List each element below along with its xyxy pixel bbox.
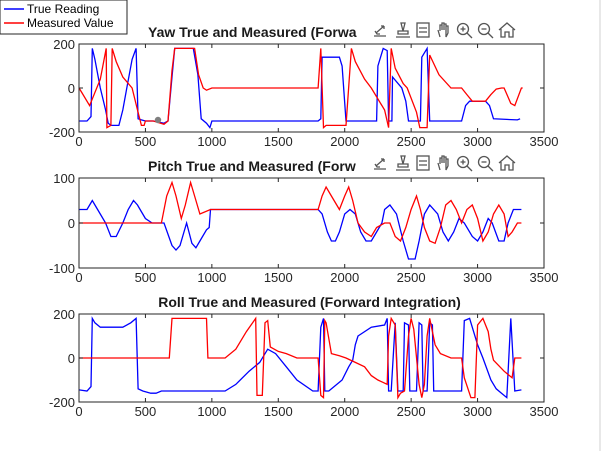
pitch-y-tick-label: 0 [68,216,75,231]
home-glyph [498,22,516,38]
roll-x-tick-label: 2500 [397,404,426,419]
yaw-title: Yaw True and Measured (Forwa [148,24,357,40]
export-glyph [374,158,386,170]
yaw-zoom-in-icon[interactable] [456,22,473,39]
lens-handle [466,165,473,172]
legend-label-true-reading: True Reading [27,2,99,16]
yaw-data-tip-icon[interactable] [416,22,430,38]
yaw-zoom-out-icon[interactable] [477,22,494,39]
hand-glyph [437,155,449,171]
yaw-x-tick-label: 2500 [397,134,426,149]
datatip-glyph [416,155,430,171]
pitch-series-measured-value [79,179,522,245]
yaw-y-tick-label: -200 [49,125,75,140]
lens-handle [487,32,494,39]
yaw-series-true-reading [79,46,521,129]
roll-x-tick-label: 1500 [264,404,293,419]
pitch-brush-icon[interactable] [396,155,410,171]
roll-y-tick-label: -200 [49,395,75,410]
roll-x-tick-label: 500 [135,404,157,419]
pitch-x-tick-label: 1000 [197,270,226,285]
export-glyph-2 [374,30,380,35]
lens-glyph [477,22,491,36]
yaw-x-tick-label: 2000 [330,134,359,149]
pitch-pan-hand-icon[interactable] [437,155,449,171]
brush-glyph [396,22,410,38]
lens-sign [460,159,466,165]
roll-x-tick-label: 0 [75,404,82,419]
roll-y-tick-label: 200 [53,307,75,322]
pitch-home-icon[interactable] [498,155,516,171]
yaw-x-tick-label: 3500 [530,134,559,149]
pitch-series-true-reading [79,199,522,260]
yaw-x-tick-label: 1500 [264,134,293,149]
pitch-axes[interactable]: 0 500 1000 1500 2000 2500 3000 3500-1000100Pitc… [49,158,558,285]
yaw-x-tick-label: 3000 [463,134,492,149]
roll-x-tick-label: 2000 [330,404,359,419]
yaw-y-tick-label: 200 [53,37,75,52]
lens-sign [460,26,466,32]
lens-handle [487,165,494,172]
yaw-x-tick-label: 0 [75,134,82,149]
pitch-x-tick-label: 3000 [463,270,492,285]
datatip-marker[interactable] [154,116,162,124]
yaw-export-icon[interactable] [374,25,386,37]
pitch-x-tick-label: 0 [75,270,82,285]
yaw-x-tick-label: 1000 [197,134,226,149]
roll-title: Roll True and Measured (Forward Integrat… [158,294,461,310]
roll-y-tick-label: 0 [68,351,75,366]
yaw-home-icon[interactable] [498,22,516,38]
yaw-axes-toolbar[interactable] [374,22,516,39]
pitch-x-tick-label: 3500 [530,270,559,285]
yaw-axes[interactable]: 0 500 1000 1500 2000 2500 3000 3500-2000200Yaw … [49,24,558,149]
pitch-x-tick-label: 1500 [264,270,293,285]
pitch-export-icon[interactable] [374,158,386,170]
pitch-y-tick-label: -100 [49,261,75,276]
yaw-pan-hand-icon[interactable] [437,22,449,38]
lens-handle [466,32,473,39]
yaw-brush-icon[interactable] [396,22,410,38]
roll-x-tick-label: 1000 [197,404,226,419]
pitch-zoom-in-icon[interactable] [456,155,473,172]
export-glyph [374,25,386,37]
roll-x-tick-label: 3000 [463,404,492,419]
lens-glyph [477,155,491,169]
pitch-x-tick-label: 2000 [330,270,359,285]
roll-x-tick-label: 3500 [530,404,559,419]
yaw-series-measured-value [79,47,523,129]
lens-glyph [456,155,470,169]
roll-series-measured-value [79,316,522,400]
datatip-lines [419,27,427,33]
yaw-x-tick-label: 500 [135,134,157,149]
lens-glyph [456,22,470,36]
pitch-x-tick-label: 2500 [397,270,426,285]
yaw-y-tick-label: 0 [68,81,75,96]
legend-label-measured-value: Measured Value [27,16,114,30]
home-glyph [498,155,516,171]
pitch-data-tip-icon[interactable] [416,155,430,171]
legend-box [0,0,128,35]
pitch-x-tick-label: 500 [135,270,157,285]
roll-series-true-reading [79,316,522,399]
hand-glyph [437,22,449,38]
datatip-glyph [416,22,430,38]
pitch-zoom-out-icon[interactable] [477,155,494,172]
datatip-lines [419,160,427,166]
export-glyph-2 [374,163,380,168]
pitch-y-tick-label: 100 [53,171,75,186]
roll-axes[interactable]: 0 500 1000 1500 2000 2500 3000 3500-2000200Roll… [49,294,558,419]
pitch-title: Pitch True and Measured (Forw [148,158,356,174]
brush-glyph [396,155,410,171]
pitch-axes-toolbar[interactable] [374,155,516,172]
